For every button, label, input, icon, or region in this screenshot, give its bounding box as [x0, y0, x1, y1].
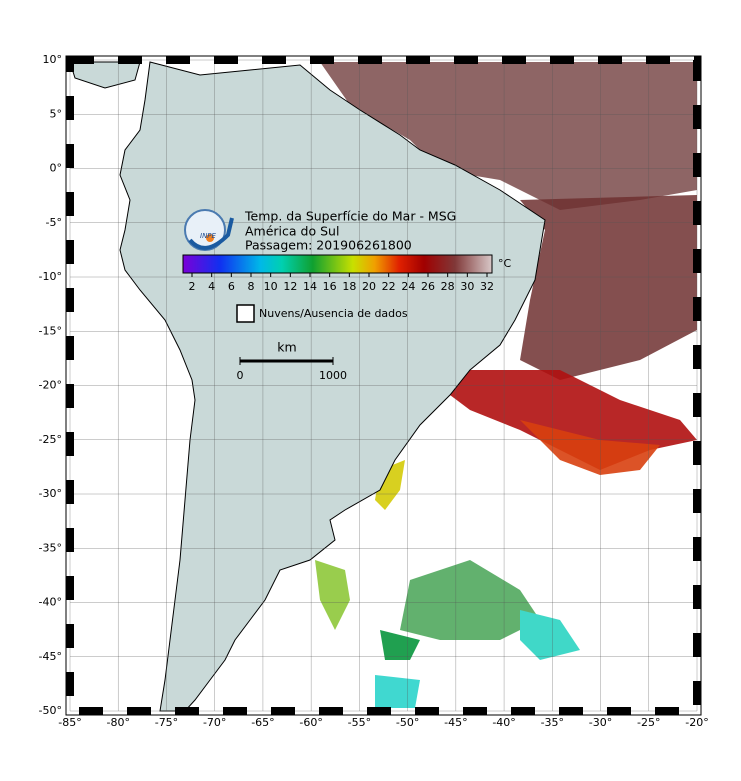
x-tick-label: -35° [541, 716, 564, 729]
colorbar-unit: °C [498, 257, 512, 270]
colorbar-label: 10 [264, 280, 278, 293]
scale-label: 0 [237, 369, 244, 382]
x-tick-label: -50° [396, 716, 419, 729]
x-tick-label: -25° [637, 716, 660, 729]
colorbar-label: 22 [382, 280, 396, 293]
x-tick-label: -40° [492, 716, 515, 729]
colorbar-label: 24 [401, 280, 415, 293]
x-tick-label: -45° [444, 716, 467, 729]
x-tick-label: -30° [589, 716, 612, 729]
y-tick-label: -5° [46, 216, 62, 229]
scale-label: 1000 [319, 369, 347, 382]
colorbar-label: 20 [362, 280, 376, 293]
y-tick-label: 5° [50, 107, 63, 120]
y-tick-label: -30° [39, 487, 62, 500]
y-tick-label: 0° [50, 162, 63, 175]
colorbar-label: 32 [480, 280, 494, 293]
x-tick-label: -85° [58, 716, 81, 729]
colorbar-label: 8 [248, 280, 255, 293]
y-tick-label: -15° [39, 324, 62, 337]
colorbar [182, 254, 493, 274]
y-tick-label: -40° [39, 596, 62, 609]
pass: Passagem: 201906261800 [245, 238, 412, 253]
frame [66, 56, 701, 715]
x-tick-label: -60° [299, 716, 322, 729]
colorbar-label: 30 [460, 280, 474, 293]
grid [69, 59, 698, 712]
x-tick-label: -70° [203, 716, 226, 729]
y-tick-label: -35° [39, 541, 62, 554]
y-tick-label: 10° [43, 53, 63, 66]
y-tick-label: -10° [39, 270, 62, 283]
y-tick-label: -25° [39, 433, 62, 446]
scale-unit: km [277, 340, 296, 355]
colorbar-label: 12 [283, 280, 297, 293]
legend-text: Nuvens/Ausencia de dados [259, 307, 408, 320]
x-tick-label: -20° [685, 716, 708, 729]
colorbar-label: 4 [208, 280, 215, 293]
region: América do Sul [245, 224, 339, 239]
colorbar-label: 18 [342, 280, 356, 293]
legend-swatch [236, 304, 255, 323]
y-tick-label: -45° [39, 650, 62, 663]
sst-data [315, 62, 697, 708]
title: Temp. da Superfície do Mar - MSG [244, 209, 456, 224]
logo: INPE [184, 209, 234, 251]
colorbar-label: 6 [228, 280, 235, 293]
logo-text: INPE [200, 232, 217, 240]
x-tick-label: -55° [348, 716, 371, 729]
y-tick-label: -20° [39, 379, 62, 392]
colorbar-label: 14 [303, 280, 317, 293]
colorbar-label: 26 [421, 280, 435, 293]
colorbar-label: 2 [189, 280, 196, 293]
frame-outline [65, 55, 702, 716]
x-tick-label: -65° [251, 716, 274, 729]
x-tick-label: -80° [106, 716, 129, 729]
x-tick-label: -75° [155, 716, 178, 729]
colorbar-label: 16 [323, 280, 337, 293]
colorbar-label: 28 [441, 280, 455, 293]
y-tick-label: -50° [39, 704, 62, 717]
